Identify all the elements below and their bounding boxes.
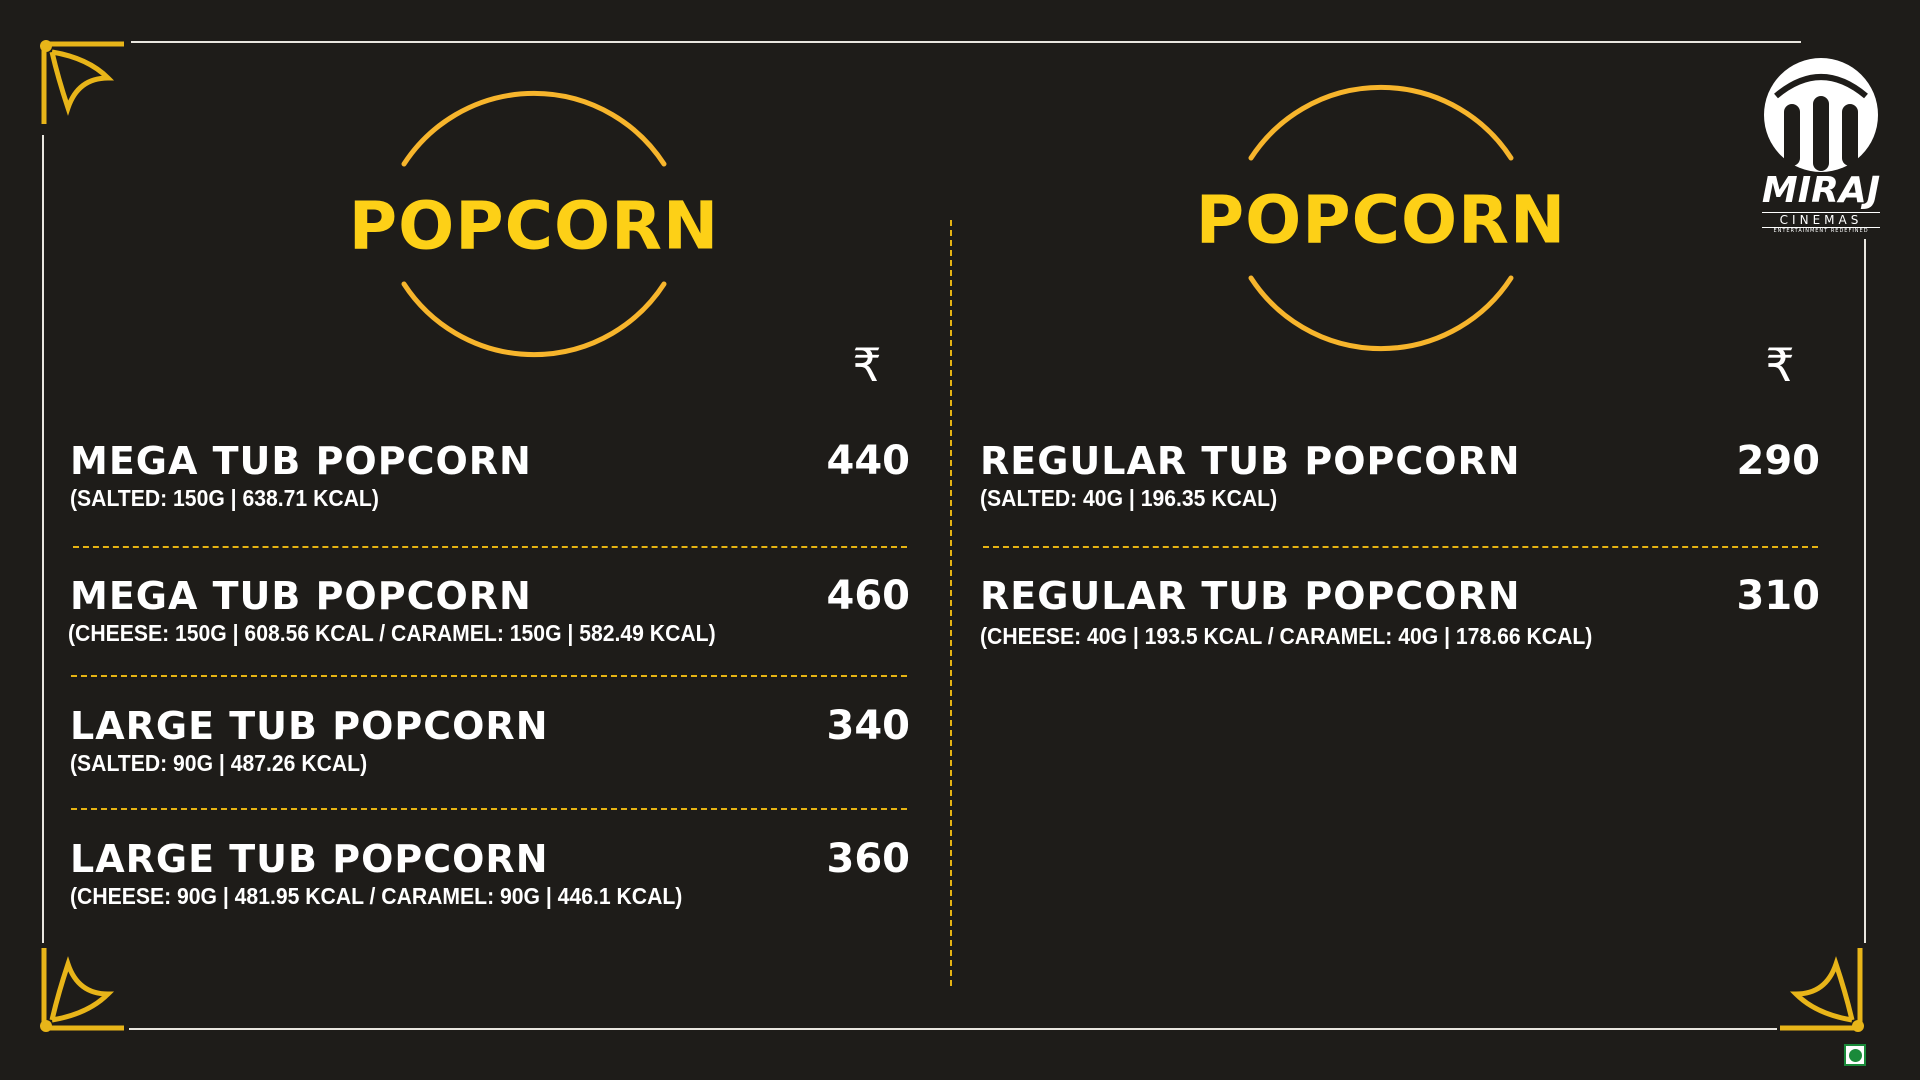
ornament-corner-icon [40,948,124,1032]
ornament-corner-icon [1780,948,1864,1032]
item-price: 340 [826,703,911,749]
currency-symbol-right: ₹ [1765,338,1795,392]
brand-sub: CINEMAS [1762,212,1880,228]
section-title-left: POPCORN [348,187,720,265]
item-price: 460 [826,573,911,619]
item-detail: (CHEESE: 40G | 193.5 KCAL / CARAMEL: 40G… [980,623,1593,649]
frame-right [1864,239,1866,943]
item-detail: (CHEESE: 90G | 481.95 KCAL / CARAMEL: 90… [70,883,683,909]
item-divider [71,675,907,677]
item-price: 440 [826,438,911,484]
veg-icon [1844,1044,1866,1066]
item-price: 290 [1736,438,1821,484]
title-circle-left [401,90,667,358]
menu-item: MEGA TUB POPCORN 460 (CHEESE: 150G | 608… [68,573,911,648]
item-divider [73,546,907,548]
menu-item: REGULAR TUB POPCORN 290 (SALTED: 40G | 1… [980,439,1820,513]
item-detail: (SALTED: 150G | 638.71 KCAL) [70,485,379,511]
currency-symbol-left: ₹ [852,338,882,392]
item-detail: (CHEESE: 150G | 608.56 KCAL / CARAMEL: 1… [68,620,716,646]
item-name: LARGE TUB POPCORN [70,837,549,881]
item-name: LARGE TUB POPCORN [70,704,549,748]
item-detail: (SALTED: 90G | 487.26 KCAL) [70,750,368,776]
item-price: 310 [1736,573,1821,619]
frame-bottom [129,1028,1777,1030]
menu-item: LARGE TUB POPCORN 360 (CHEESE: 90G | 481… [70,837,910,911]
center-divider [950,220,952,986]
brand-tagline: ENTERTAINMENT REDEFINED [1773,228,1869,234]
title-circle-right [1248,84,1514,352]
brand-logo: MIRAJ CINEMAS ENTERTAINMENT REDEFINED [1756,56,1886,234]
section-title-right: POPCORN [1195,181,1567,259]
item-name: REGULAR TUB POPCORN [980,574,1521,618]
frame-top [131,41,1801,43]
item-name: MEGA TUB POPCORN [70,574,532,618]
menu-item: LARGE TUB POPCORN 340 (SALTED: 90G | 487… [70,704,910,778]
frame-left [42,135,44,943]
item-detail: (SALTED: 40G | 196.35 KCAL) [980,485,1278,511]
brand-name: MIRAJ [1761,170,1881,211]
item-price: 360 [826,836,911,882]
item-divider [983,546,1818,548]
logo-mark-icon [1764,58,1878,172]
item-name: MEGA TUB POPCORN [70,439,532,483]
menu-item: REGULAR TUB POPCORN 310 (CHEESE: 40G | 1… [980,574,1820,651]
item-divider [71,808,907,810]
menu-item: MEGA TUB POPCORN 440 (SALTED: 150G | 638… [70,439,910,513]
ornament-corner-icon [40,40,124,124]
item-name: REGULAR TUB POPCORN [980,439,1521,483]
